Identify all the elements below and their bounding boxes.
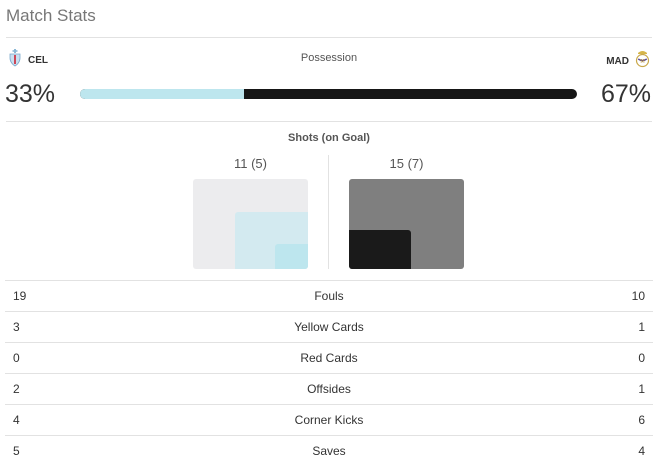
- away-shots-chart: [349, 179, 464, 269]
- stat-away-value: 1: [638, 382, 645, 396]
- stat-label: Corner Kicks: [294, 413, 364, 427]
- stat-label: Red Cards: [300, 351, 358, 365]
- home-shots-count: 11 (5): [234, 156, 267, 171]
- stats-table: 19 Fouls 10 3 Yellow Cards 1 0 Red Cards 0 2 Offsi…: [5, 280, 653, 466]
- real-madrid-crest-icon: M: [635, 49, 650, 73]
- stat-away-value: 10: [631, 289, 645, 303]
- stat-home-value: 19: [13, 289, 27, 303]
- stat-away-value: 1: [638, 320, 645, 334]
- stat-home-value: 3: [13, 320, 20, 334]
- home-shots-chart: [193, 179, 308, 269]
- home-possession-fill: [80, 89, 244, 99]
- stat-row: 3 Yellow Cards 1: [5, 311, 653, 342]
- stat-away-value: 4: [638, 444, 645, 458]
- svg-text:M: M: [640, 59, 644, 65]
- away-shots-on-goal-area: [349, 230, 412, 269]
- possession-label: Possession: [300, 52, 358, 64]
- stat-home-value: 5: [13, 444, 20, 458]
- away-possession-percent: 67%: [600, 80, 651, 108]
- stat-label: Saves: [312, 444, 346, 458]
- stat-home-value: 0: [13, 351, 20, 365]
- away-shots-count: 15 (7): [389, 156, 424, 171]
- stat-label: Fouls: [314, 289, 344, 303]
- stat-label: Yellow Cards: [294, 320, 364, 334]
- shots-label: Shots (on Goal): [288, 132, 370, 144]
- stat-row: 0 Red Cards 0: [5, 342, 653, 373]
- divider: [6, 37, 652, 38]
- stat-row: 5 Saves 4: [5, 435, 653, 466]
- home-possession-percent: 33%: [5, 80, 56, 108]
- stat-label: Offsides: [307, 382, 351, 396]
- stat-home-value: 4: [13, 413, 20, 427]
- stat-row: 4 Corner Kicks 6: [5, 404, 653, 435]
- possession-bar: [80, 89, 577, 99]
- divider: [6, 121, 652, 122]
- shots-divider: [328, 155, 329, 269]
- home-team: CEL: [8, 49, 48, 72]
- home-shots-on-goal-area: [275, 243, 308, 269]
- away-team: MAD M: [606, 49, 650, 73]
- stat-row: 2 Offsides 1: [5, 373, 653, 404]
- stat-away-value: 6: [638, 413, 645, 427]
- away-team-abbr: MAD: [606, 55, 629, 67]
- stat-row: 19 Fouls 10: [5, 280, 653, 311]
- stat-away-value: 0: [638, 351, 645, 365]
- celta-crest-icon: [8, 49, 22, 72]
- page-title: Match Stats: [6, 6, 96, 25]
- stat-home-value: 2: [13, 382, 20, 396]
- home-team-abbr: CEL: [28, 55, 48, 66]
